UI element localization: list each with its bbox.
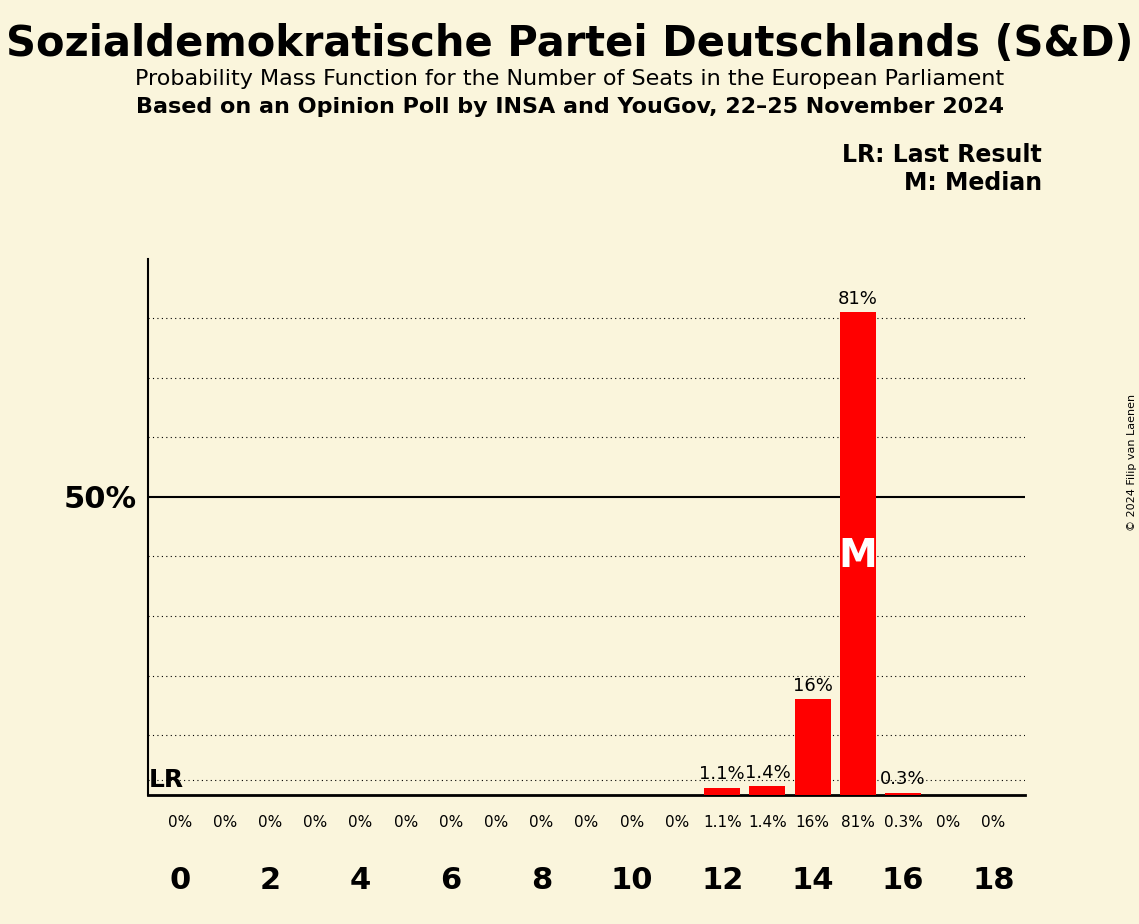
Text: 4: 4 [350,866,371,895]
Text: LR: LR [149,768,185,792]
Text: M: Median: M: Median [904,171,1042,195]
Bar [885,793,921,795]
Text: 0%: 0% [936,816,960,831]
Text: M: M [838,538,877,576]
Text: 1.4%: 1.4% [748,816,787,831]
Text: 14: 14 [792,866,834,895]
Text: 81%: 81% [841,816,875,831]
Text: 0%: 0% [982,816,1006,831]
Text: 0%: 0% [574,816,599,831]
Text: 0%: 0% [665,816,689,831]
Text: 81%: 81% [838,289,878,308]
Text: LR: Last Result: LR: Last Result [843,143,1042,167]
Text: 16%: 16% [793,676,833,695]
Text: 0%: 0% [213,816,237,831]
Bar [749,786,786,795]
Text: 0.3%: 0.3% [880,770,926,788]
Text: 0%: 0% [439,816,464,831]
Text: 0%: 0% [303,816,328,831]
Text: 0: 0 [169,866,190,895]
Text: Sozialdemokratische Partei Deutschlands (S&D): Sozialdemokratische Partei Deutschlands … [6,23,1133,65]
Text: © 2024 Filip van Laenen: © 2024 Filip van Laenen [1126,394,1137,530]
Text: 16: 16 [882,866,924,895]
Text: 6: 6 [441,866,461,895]
Text: 16%: 16% [796,816,829,831]
Bar [704,788,740,795]
Text: 1.1%: 1.1% [699,765,745,784]
Text: 0%: 0% [394,816,418,831]
Text: 1.1%: 1.1% [703,816,741,831]
Text: 10: 10 [611,866,653,895]
Text: Based on an Opinion Poll by INSA and YouGov, 22–25 November 2024: Based on an Opinion Poll by INSA and You… [136,97,1003,117]
Text: 18: 18 [973,866,1015,895]
Bar [795,699,830,795]
Text: 1.4%: 1.4% [745,763,790,782]
Bar [839,312,876,795]
Text: 0%: 0% [259,816,282,831]
Text: 0.3%: 0.3% [884,816,923,831]
Text: 2: 2 [260,866,280,895]
Text: 12: 12 [700,866,744,895]
Text: 0%: 0% [484,816,508,831]
Text: 0%: 0% [349,816,372,831]
Text: 0%: 0% [620,816,644,831]
Text: 8: 8 [531,866,552,895]
Text: 0%: 0% [167,816,191,831]
Text: 0%: 0% [530,816,554,831]
Text: Probability Mass Function for the Number of Seats in the European Parliament: Probability Mass Function for the Number… [134,69,1005,90]
